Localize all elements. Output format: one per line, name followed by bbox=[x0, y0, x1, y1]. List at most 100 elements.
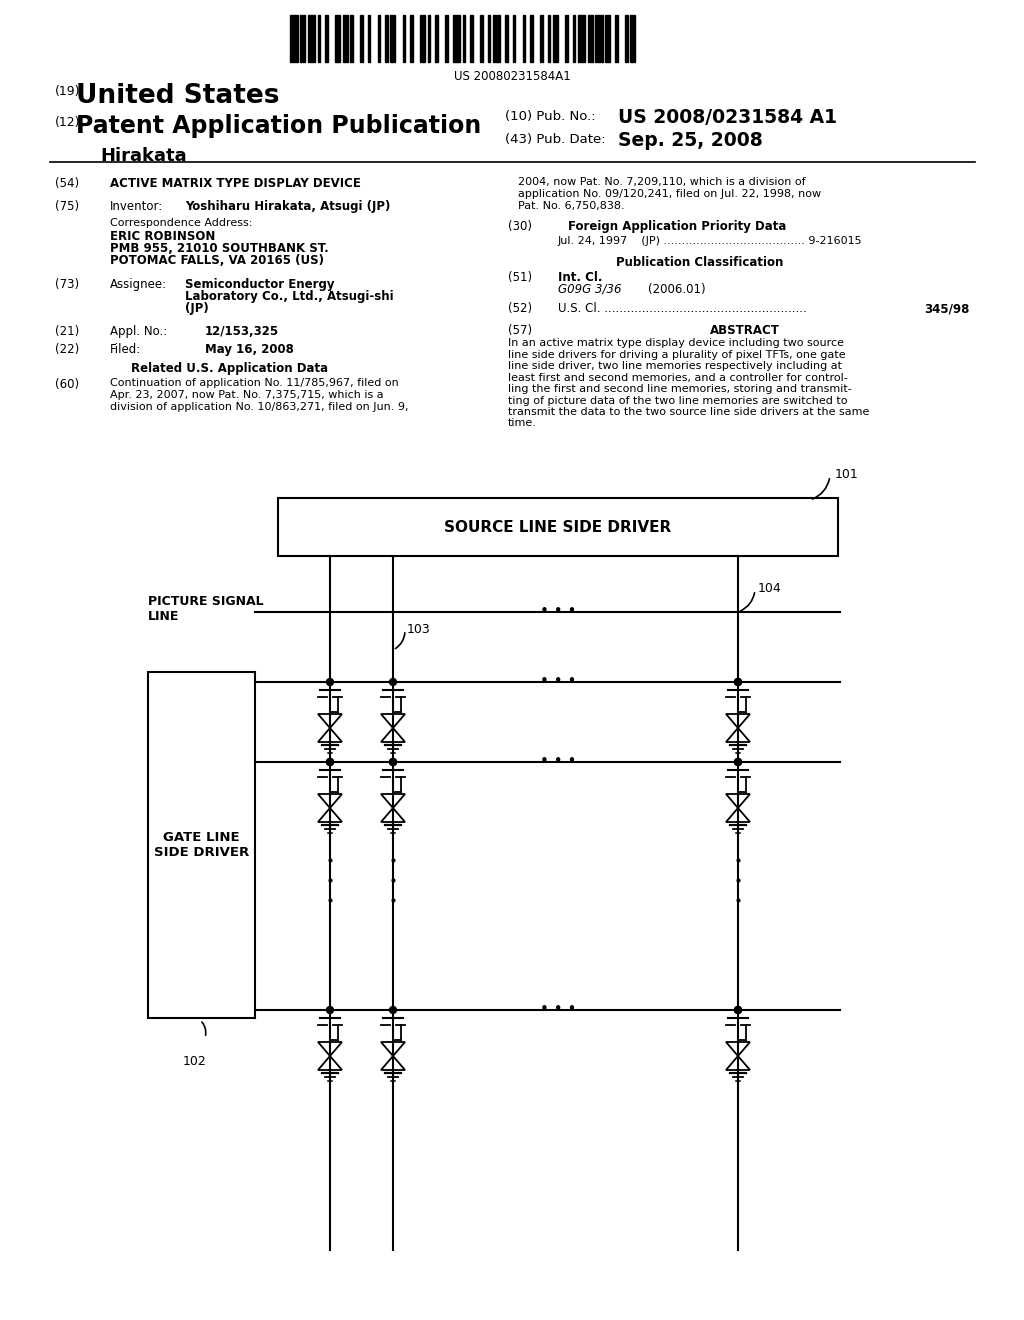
Text: Sep. 25, 2008: Sep. 25, 2008 bbox=[618, 131, 763, 150]
Text: 12/153,325: 12/153,325 bbox=[205, 325, 280, 338]
Text: Appl. No.:: Appl. No.: bbox=[110, 325, 167, 338]
Bar bbox=[530, 15, 532, 62]
Text: ACTIVE MATRIX TYPE DISPLAY DEVICE: ACTIVE MATRIX TYPE DISPLAY DEVICE bbox=[110, 177, 360, 190]
Circle shape bbox=[734, 678, 741, 685]
Text: Jul. 24, 1997    (JP) ....................................... 9-216015: Jul. 24, 1997 (JP) .....................… bbox=[558, 236, 862, 246]
Bar bbox=[470, 15, 472, 62]
Bar bbox=[522, 15, 525, 62]
Bar bbox=[493, 15, 500, 62]
Bar bbox=[588, 15, 593, 62]
Text: least first and second memories, and a controller for control-: least first and second memories, and a c… bbox=[508, 372, 848, 383]
Bar bbox=[402, 15, 406, 62]
Text: (60): (60) bbox=[55, 378, 79, 391]
Bar bbox=[335, 15, 340, 62]
Bar bbox=[572, 15, 575, 62]
Text: G09G 3/36: G09G 3/36 bbox=[558, 282, 622, 296]
Circle shape bbox=[327, 678, 334, 685]
Text: (57): (57) bbox=[508, 323, 532, 337]
Text: 345/98: 345/98 bbox=[925, 302, 970, 315]
Text: United States: United States bbox=[76, 83, 280, 110]
Text: (51): (51) bbox=[508, 271, 532, 284]
Text: Continuation of application No. 11/785,967, filed on: Continuation of application No. 11/785,9… bbox=[110, 378, 398, 388]
Bar bbox=[420, 15, 425, 62]
Text: PMB 955, 21010 SOUTHBANK ST.: PMB 955, 21010 SOUTHBANK ST. bbox=[110, 242, 329, 255]
Circle shape bbox=[327, 759, 334, 766]
Text: 104: 104 bbox=[758, 582, 781, 595]
Text: Related U.S. Application Data: Related U.S. Application Data bbox=[131, 362, 329, 375]
Bar bbox=[630, 15, 635, 62]
Bar bbox=[278, 498, 838, 556]
Text: 102: 102 bbox=[183, 1055, 207, 1068]
Text: (75): (75) bbox=[55, 201, 79, 213]
Text: (22): (22) bbox=[55, 343, 79, 356]
Bar bbox=[480, 15, 482, 62]
Text: (30): (30) bbox=[508, 220, 532, 234]
Text: 101: 101 bbox=[835, 469, 859, 480]
Text: (10) Pub. No.:: (10) Pub. No.: bbox=[505, 110, 596, 123]
Text: Publication Classification: Publication Classification bbox=[616, 256, 783, 269]
Bar bbox=[463, 15, 465, 62]
Bar bbox=[512, 15, 515, 62]
Text: 103: 103 bbox=[407, 623, 431, 636]
Circle shape bbox=[389, 759, 396, 766]
Circle shape bbox=[734, 678, 741, 685]
Circle shape bbox=[734, 759, 741, 766]
Text: Inventor:: Inventor: bbox=[110, 201, 163, 213]
Circle shape bbox=[327, 759, 334, 766]
Bar bbox=[350, 15, 352, 62]
Text: Apr. 23, 2007, now Pat. No. 7,375,715, which is a: Apr. 23, 2007, now Pat. No. 7,375,715, w… bbox=[110, 389, 384, 400]
Bar bbox=[307, 15, 315, 62]
Text: Patent Application Publication: Patent Application Publication bbox=[76, 114, 481, 139]
Text: May 16, 2008: May 16, 2008 bbox=[205, 343, 294, 356]
Text: ling the first and second line memories, storing and transmit-: ling the first and second line memories,… bbox=[508, 384, 852, 393]
Circle shape bbox=[327, 1006, 334, 1014]
Circle shape bbox=[389, 678, 396, 685]
Text: line side drivers for driving a plurality of pixel TFTs, one gate: line side drivers for driving a pluralit… bbox=[508, 350, 846, 359]
Text: (21): (21) bbox=[55, 325, 79, 338]
Text: PICTURE SIGNAL
LINE: PICTURE SIGNAL LINE bbox=[148, 595, 263, 623]
Circle shape bbox=[734, 1006, 741, 1014]
Text: ABSTRACT: ABSTRACT bbox=[710, 323, 780, 337]
Bar bbox=[360, 15, 362, 62]
Bar bbox=[445, 15, 447, 62]
Circle shape bbox=[734, 759, 741, 766]
Text: SOURCE LINE SIDE DRIVER: SOURCE LINE SIDE DRIVER bbox=[444, 520, 672, 535]
Bar bbox=[148, 672, 255, 1018]
Bar bbox=[427, 15, 430, 62]
Text: GATE LINE
SIDE DRIVER: GATE LINE SIDE DRIVER bbox=[154, 832, 249, 859]
Bar bbox=[540, 15, 543, 62]
Bar bbox=[325, 15, 328, 62]
Bar bbox=[615, 15, 617, 62]
Text: Laboratory Co., Ltd., Atsugi-shi: Laboratory Co., Ltd., Atsugi-shi bbox=[185, 290, 393, 304]
Text: Semiconductor Energy: Semiconductor Energy bbox=[185, 279, 335, 290]
Bar bbox=[390, 15, 395, 62]
Text: (52): (52) bbox=[508, 302, 532, 315]
Bar bbox=[385, 15, 387, 62]
Text: • • •: • • • bbox=[540, 605, 577, 619]
Text: Foreign Application Priority Data: Foreign Application Priority Data bbox=[568, 220, 786, 234]
Bar bbox=[378, 15, 380, 62]
Bar bbox=[505, 15, 508, 62]
Text: 2004, now Pat. No. 7,209,110, which is a division of: 2004, now Pat. No. 7,209,110, which is a… bbox=[518, 177, 806, 187]
Text: • • •: • • • bbox=[540, 675, 577, 689]
Text: Filed:: Filed: bbox=[110, 343, 141, 356]
Bar bbox=[410, 15, 413, 62]
Text: ting of picture data of the two line memories are switched to: ting of picture data of the two line mem… bbox=[508, 396, 848, 405]
Circle shape bbox=[389, 759, 396, 766]
Bar bbox=[595, 15, 602, 62]
Text: (2006.01): (2006.01) bbox=[648, 282, 706, 296]
Text: (54): (54) bbox=[55, 177, 79, 190]
Circle shape bbox=[734, 1006, 741, 1014]
Text: Hirakata: Hirakata bbox=[100, 147, 186, 165]
Text: Correspondence Address:: Correspondence Address: bbox=[110, 218, 252, 228]
Bar bbox=[453, 15, 460, 62]
Bar bbox=[565, 15, 567, 62]
Bar bbox=[553, 15, 557, 62]
Bar bbox=[290, 15, 298, 62]
Text: • • •: • • • bbox=[540, 755, 577, 770]
Text: Yoshiharu Hirakata, Atsugi (JP): Yoshiharu Hirakata, Atsugi (JP) bbox=[185, 201, 390, 213]
Text: line side driver, two line memories respectively including at: line side driver, two line memories resp… bbox=[508, 360, 842, 371]
Text: (12): (12) bbox=[55, 116, 81, 129]
Circle shape bbox=[389, 1006, 396, 1014]
Bar bbox=[368, 15, 370, 62]
